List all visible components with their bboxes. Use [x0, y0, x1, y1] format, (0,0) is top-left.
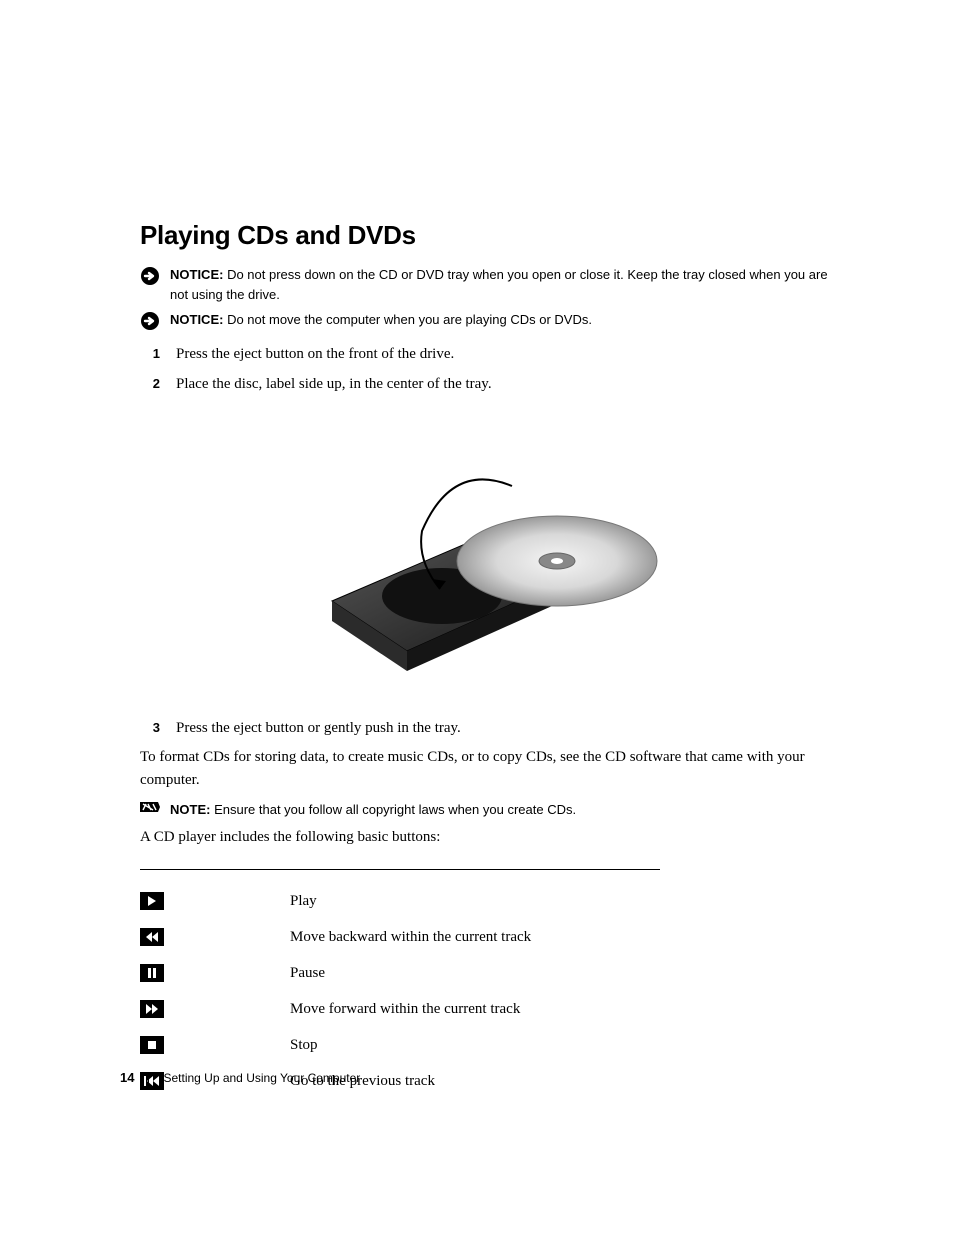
step-number: 3 [140, 718, 160, 740]
format-paragraph: To format CDs for storing data, to creat… [140, 746, 844, 791]
step-item: 2 Place the disc, label side up, in the … [140, 372, 844, 396]
button-label: Move backward within the current track [290, 929, 531, 946]
button-label: Play [290, 893, 317, 910]
step-item: 3 Press the eject button or gently push … [140, 716, 844, 740]
page-number: 14 [120, 1070, 134, 1085]
note-pencil-icon [140, 799, 160, 820]
footer-divider [148, 1072, 149, 1084]
note-body: Ensure that you follow all copyright law… [214, 802, 576, 817]
page-footer: 14 Setting Up and Using Your Computer [120, 1070, 360, 1085]
notice-arrow-icon [140, 266, 160, 291]
table-row: Stop [140, 1028, 660, 1064]
buttons-intro: A CD player includes the following basic… [140, 826, 844, 849]
notice-body: Do not move the computer when you are pl… [227, 312, 592, 327]
button-label: Move forward within the current track [290, 1001, 520, 1018]
notice-label: NOTICE: [170, 267, 223, 282]
step-text: Press the eject button or gently push in… [176, 716, 844, 740]
table-row: Play [140, 884, 660, 920]
note-label: NOTE: [170, 802, 210, 817]
notice-item: NOTICE: Do not move the computer when yo… [140, 310, 844, 336]
cd-buttons-table: Play Move backward within the current tr… [140, 869, 660, 1100]
notice-label: NOTICE: [170, 312, 223, 327]
step-text: Press the eject button on the front of t… [176, 342, 844, 366]
play-icon [140, 892, 164, 910]
notice-item: NOTICE: Do not press down on the CD or D… [140, 265, 844, 304]
page-heading: Playing CDs and DVDs [140, 220, 844, 251]
notice-body: Do not press down on the CD or DVD tray … [170, 267, 828, 302]
step-item: 1 Press the eject button on the front of… [140, 342, 844, 366]
step-text: Place the disc, label side up, in the ce… [176, 372, 844, 396]
button-label: Pause [290, 965, 325, 982]
stop-icon [140, 1036, 164, 1054]
table-row: Move forward within the current track [140, 992, 660, 1028]
notice-arrow-icon [140, 311, 160, 336]
table-row: Move backward within the current track [140, 920, 660, 956]
button-label: Stop [290, 1037, 318, 1054]
rewind-icon [140, 928, 164, 946]
section-title: Setting Up and Using Your Computer [163, 1071, 360, 1085]
table-row: Pause [140, 956, 660, 992]
cd-tray-illustration [140, 416, 844, 706]
note-item: NOTE: Ensure that you follow all copyrig… [140, 799, 844, 820]
step-number: 2 [140, 374, 160, 396]
pause-icon [140, 964, 164, 982]
fast-forward-icon [140, 1000, 164, 1018]
step-number: 1 [140, 344, 160, 366]
